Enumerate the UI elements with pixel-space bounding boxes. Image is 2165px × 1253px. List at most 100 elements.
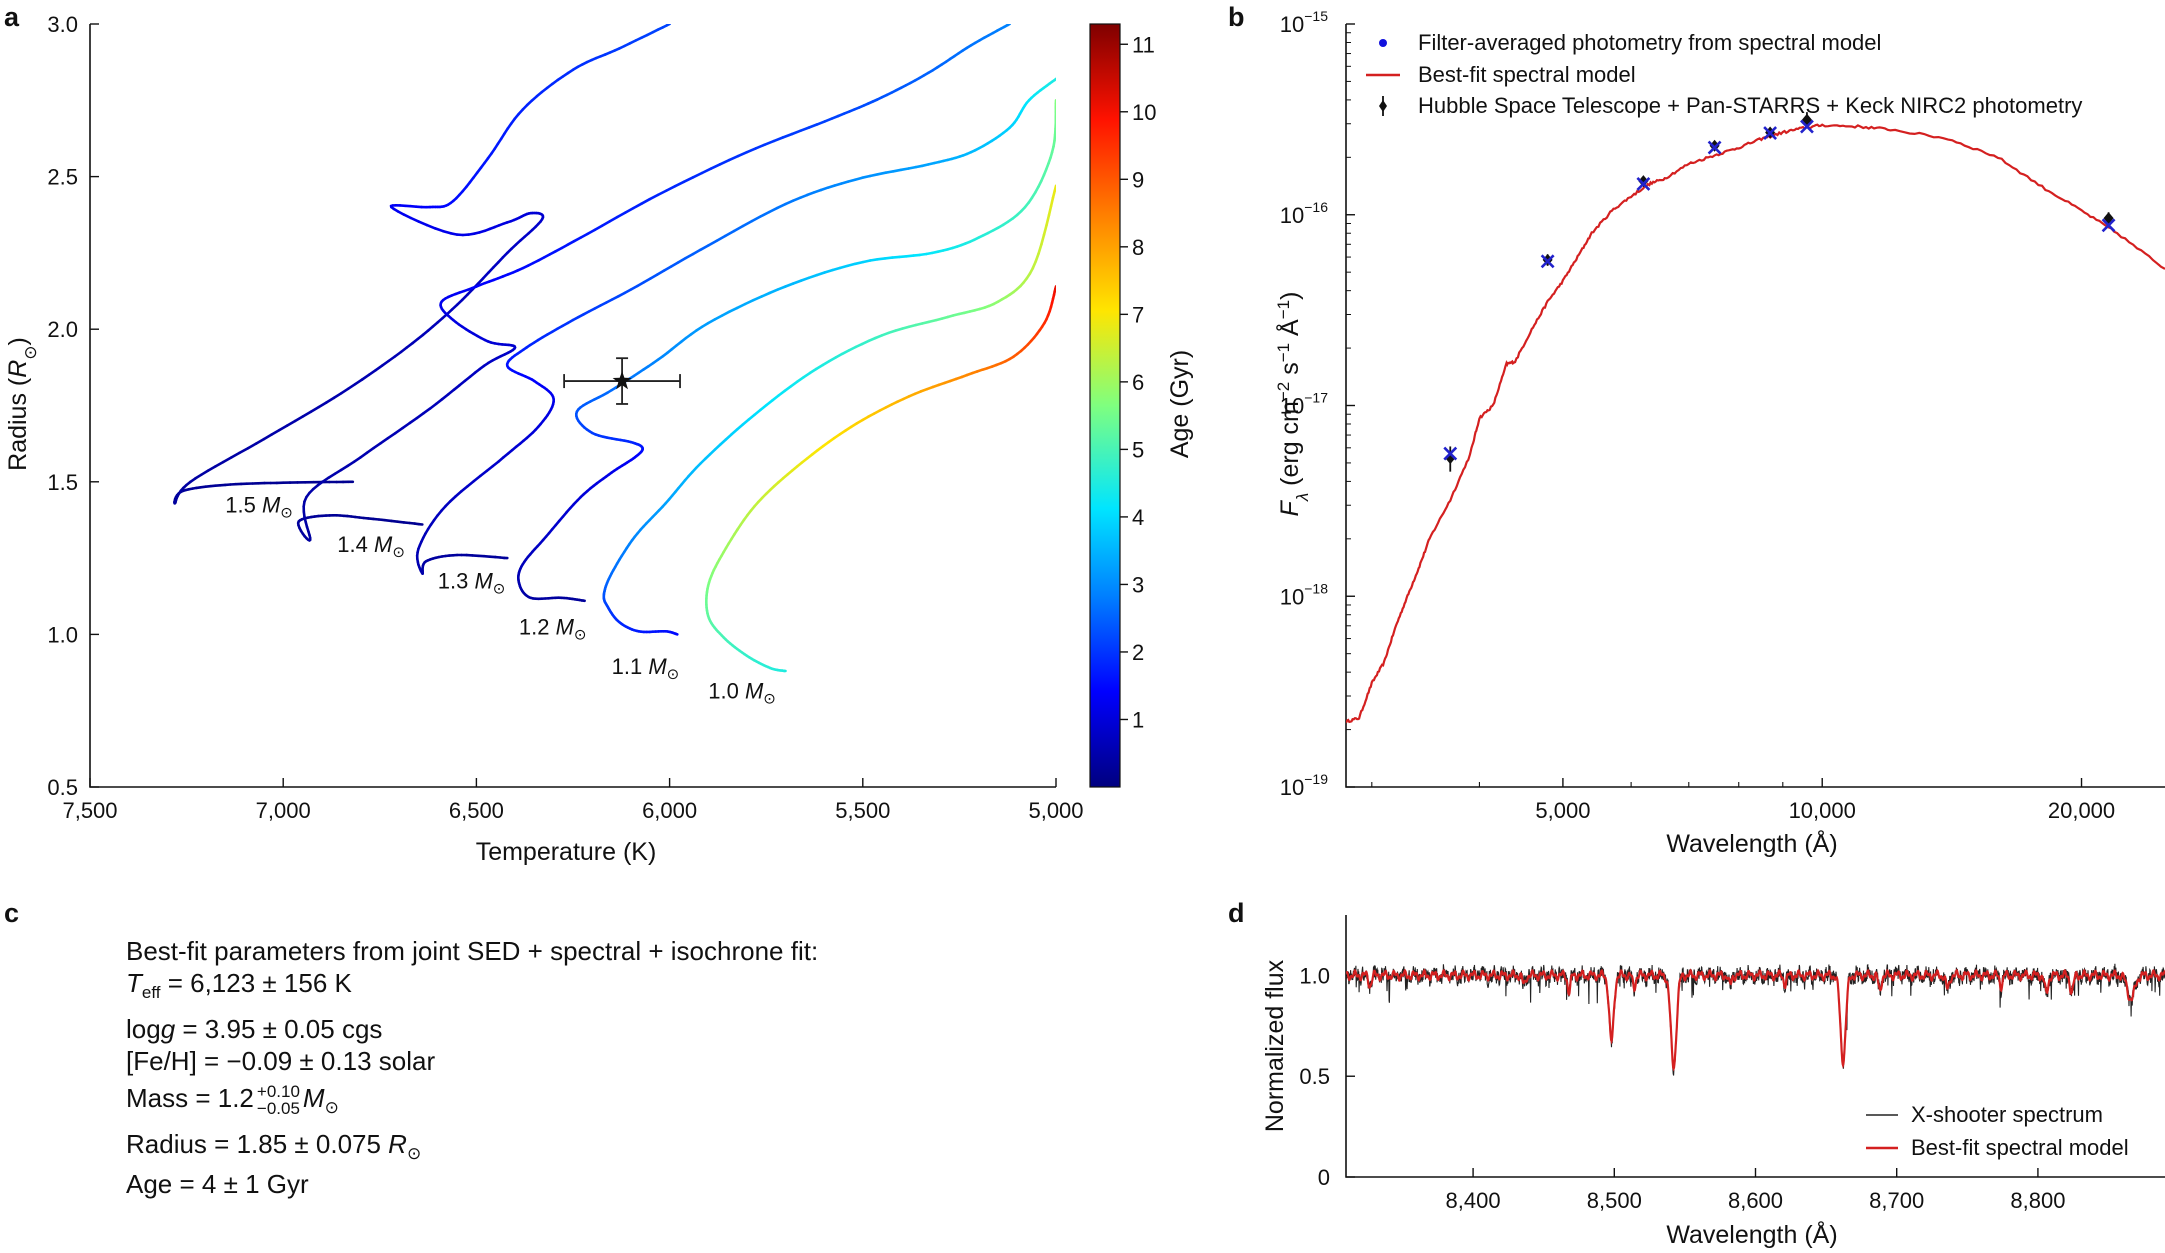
- track-segment: [876, 171, 887, 176]
- track-segment: [339, 387, 350, 395]
- track-segment: [760, 291, 771, 298]
- panel-d-model-line: [1346, 968, 2165, 1072]
- panel-a-star-marker: [563, 357, 681, 405]
- track-segment: [1006, 24, 1011, 27]
- legend-label: Best-fit spectral model: [1418, 62, 1636, 87]
- track-segment: [838, 264, 850, 270]
- y-tick-label: 2.0: [47, 317, 78, 342]
- legend-label: Filter-averaged photometry from spectral…: [1418, 30, 1881, 55]
- x-tick-label: 7,500: [62, 798, 117, 823]
- x-tick-label: 8,800: [2010, 1188, 2065, 1213]
- panel-b-legend: Filter-averaged photometry from spectral…: [1366, 30, 2082, 118]
- y-tick-label: 10−18: [1280, 580, 1328, 609]
- panel-label-b: b: [1228, 2, 1245, 32]
- track-segment: [691, 171, 704, 179]
- track-segment: [214, 460, 225, 468]
- track-segment: [823, 268, 834, 274]
- colorbar-tick-label: 10: [1132, 100, 1156, 125]
- colorbar-tick-label: 3: [1132, 572, 1144, 597]
- track-segment: [665, 24, 671, 27]
- track-segment: [727, 154, 740, 162]
- x-tick-label: 6,500: [449, 798, 504, 823]
- track-segment: [709, 163, 722, 170]
- isochrone-track-1.2: [516, 99, 1056, 603]
- panel-a-hr-diagram: 7,500 7,000 6,500 6,000 5,500 5,000 0.5 1.0 1.5…: [4, 12, 1194, 866]
- colorbar-tick-label: 6: [1132, 370, 1144, 395]
- colorbar-label: Age (Gyr): [1166, 350, 1194, 458]
- y-tick-label: 3.0: [47, 12, 78, 37]
- x-tick-label: 8,500: [1587, 1188, 1642, 1213]
- isochrone-track-1.3: [415, 77, 1056, 575]
- track-segment: [728, 306, 739, 314]
- track-segment: [1053, 184, 1056, 193]
- track-segment: [1054, 285, 1056, 291]
- track-segment: [892, 168, 903, 173]
- track-segment: [246, 442, 258, 450]
- track-segment: [754, 143, 767, 150]
- diamond-marker: [1638, 175, 1649, 188]
- y-tick-label: 1.0: [1299, 963, 1330, 988]
- track-segment: [741, 219, 754, 228]
- colorbar-tick-label: 7: [1132, 302, 1144, 327]
- track-segment: [807, 273, 819, 280]
- panel-b-x-ticks: 5,000 10,000 20,000: [1371, 778, 2115, 823]
- isochrone-track-1.5: [173, 24, 671, 505]
- track-segment: [433, 227, 445, 233]
- params-logg: logg = 3.95 ± 0.05 cgs: [126, 1014, 383, 1044]
- params-radius: Radius = 1.85 ± 0.075 R⊙: [126, 1129, 422, 1164]
- track-segment: [277, 424, 289, 432]
- track-segment: [600, 220, 612, 227]
- panel-b-axes: [1345, 24, 2165, 788]
- isochrone-track-1.0: [704, 285, 1056, 673]
- y-tick-label: 0.5: [47, 775, 78, 800]
- track-segment: [684, 252, 695, 260]
- panel-d-ylabel: Normalized flux: [1261, 959, 1289, 1132]
- panel-d-y-ticks: 0 0.5 1.0: [1299, 963, 1355, 1190]
- model-photometry-point: [1540, 254, 1555, 269]
- legend-dot-marker: [1379, 39, 1387, 47]
- track-segment: [346, 382, 357, 391]
- track-label-1.0: 1.0 M⊙: [708, 678, 776, 707]
- track-segment: [365, 446, 375, 455]
- panel-d-x-ticks: 8,400 8,500 8,600 8,700 8,800: [1446, 1168, 2065, 1213]
- legend-diamond-marker: [1379, 100, 1387, 112]
- legend-label: Hubble Space Telescope + Pan-STARRS + Ke…: [1418, 93, 2082, 118]
- panel-b-model-photometry: [1443, 119, 2116, 461]
- track-segment: [799, 276, 811, 282]
- track-segment: [293, 415, 305, 423]
- track-segment: [1049, 196, 1055, 208]
- track-segment: [409, 216, 421, 223]
- track-segment: [884, 170, 895, 174]
- star-icon: [612, 371, 632, 390]
- model-photometry-point: [1636, 177, 1651, 191]
- track-segment: [648, 193, 660, 201]
- panel-a-x-ticks: 7,500 7,000 6,500 6,000 5,500 5,000: [62, 778, 1084, 823]
- track-segment: [270, 428, 281, 436]
- panel-a-ylabel: Radius (R⊙): [4, 337, 40, 471]
- params-mass: Mass = 1.2 +0.10 −0.05 M⊙: [126, 1082, 339, 1118]
- track-segment: [676, 256, 687, 264]
- colorbar-tick-label: 9: [1132, 167, 1144, 192]
- track-segment: [359, 451, 369, 459]
- track-segment: [459, 484, 469, 493]
- track-segment: [768, 288, 780, 295]
- track-segment: [379, 436, 390, 445]
- track-segment: [415, 411, 425, 420]
- panel-b-xlabel: Wavelength (Å): [1666, 828, 1837, 858]
- track-segment: [776, 202, 787, 210]
- track-segment: [868, 173, 880, 178]
- colorbar-tick-label: 8: [1132, 235, 1144, 260]
- model-photometry-point: [1763, 126, 1778, 141]
- track-segment: [301, 410, 313, 418]
- track-segment: [353, 378, 364, 386]
- track-segment: [720, 310, 731, 317]
- track-segment: [655, 269, 666, 276]
- track-segment: [772, 136, 785, 143]
- track-segment: [790, 129, 802, 136]
- track-segment: [745, 147, 758, 154]
- track-segment: [616, 211, 627, 219]
- y-tick-label: 10−17: [1280, 390, 1328, 419]
- params-heading: Best-fit parameters from joint SED + spe…: [126, 936, 819, 966]
- track-segment: [632, 202, 643, 210]
